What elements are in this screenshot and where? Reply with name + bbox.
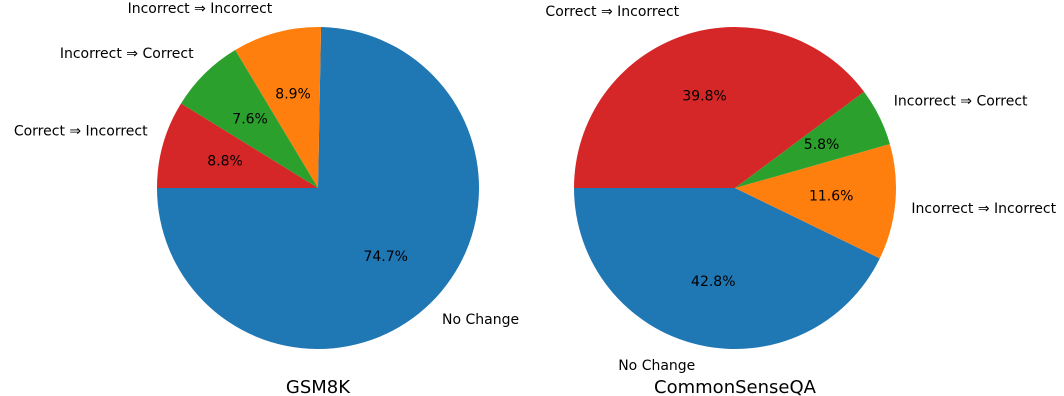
commonsenseqa-pct-label-no-change: 42.8% bbox=[691, 274, 735, 290]
gsm8k-slice-label-incorrect-to-correct: Incorrect ⇒ Correct bbox=[60, 46, 194, 62]
gsm8k-pct-label-incorrect-to-incorrect: 8.9% bbox=[275, 87, 311, 103]
commonsenseqa-slice-incorrect-to-incorrect bbox=[735, 144, 897, 259]
commonsenseqa-slice-label-correct-to-incorrect: Correct ⇒ Incorrect bbox=[545, 4, 679, 20]
commonsenseqa-slice-correct-to-incorrect bbox=[574, 27, 865, 188]
gsm8k-slice-label-incorrect-to-incorrect: Incorrect ⇒ Incorrect bbox=[128, 1, 273, 17]
commonsenseqa-slice-no-change bbox=[574, 188, 880, 349]
commonsenseqa-chart-title: CommonSenseQA bbox=[654, 377, 817, 396]
gsm8k-chart-title: GSM8K bbox=[286, 377, 351, 396]
commonsenseqa-pct-label-incorrect-to-incorrect: 11.6% bbox=[809, 189, 853, 205]
commonsenseqa-pct-label-correct-to-incorrect: 39.8% bbox=[682, 88, 726, 104]
gsm8k-slice-incorrect-to-correct bbox=[180, 49, 318, 188]
commonsenseqa-slice-label-incorrect-to-incorrect: Incorrect ⇒ Incorrect bbox=[911, 201, 1056, 217]
gsm8k-slice-no-change bbox=[157, 27, 479, 350]
commonsenseqa-slice-label-no-change: No Change bbox=[618, 358, 695, 374]
gsm8k-pct-label-incorrect-to-correct: 7.6% bbox=[232, 111, 268, 127]
gsm8k-pct-label-no-change: 74.7% bbox=[363, 249, 407, 265]
commonsenseqa-slice-label-incorrect-to-correct: Incorrect ⇒ Correct bbox=[894, 94, 1028, 110]
commonsenseqa-pie-chart: 42.8% No Change 11.6% Incorrect ⇒ Incorrect… bbox=[545, 4, 1056, 374]
gsm8k-slice-label-no-change: No Change bbox=[442, 312, 519, 328]
gsm8k-slice-label-correct-to-incorrect: Correct ⇒ Incorrect bbox=[14, 124, 148, 140]
gsm8k-pie-chart: 74.7% No Change 8.9% Incorrect ⇒ Incorrect 7… bbox=[14, 1, 519, 350]
commonsenseqa-pct-label-incorrect-to-correct: 5.8% bbox=[804, 137, 840, 153]
gsm8k-slice-incorrect-to-incorrect bbox=[235, 27, 322, 188]
gsm8k-slice-correct-to-incorrect bbox=[157, 103, 318, 188]
gsm8k-pct-label-correct-to-incorrect: 8.8% bbox=[207, 154, 243, 170]
commonsenseqa-slice-incorrect-to-correct bbox=[735, 91, 890, 188]
